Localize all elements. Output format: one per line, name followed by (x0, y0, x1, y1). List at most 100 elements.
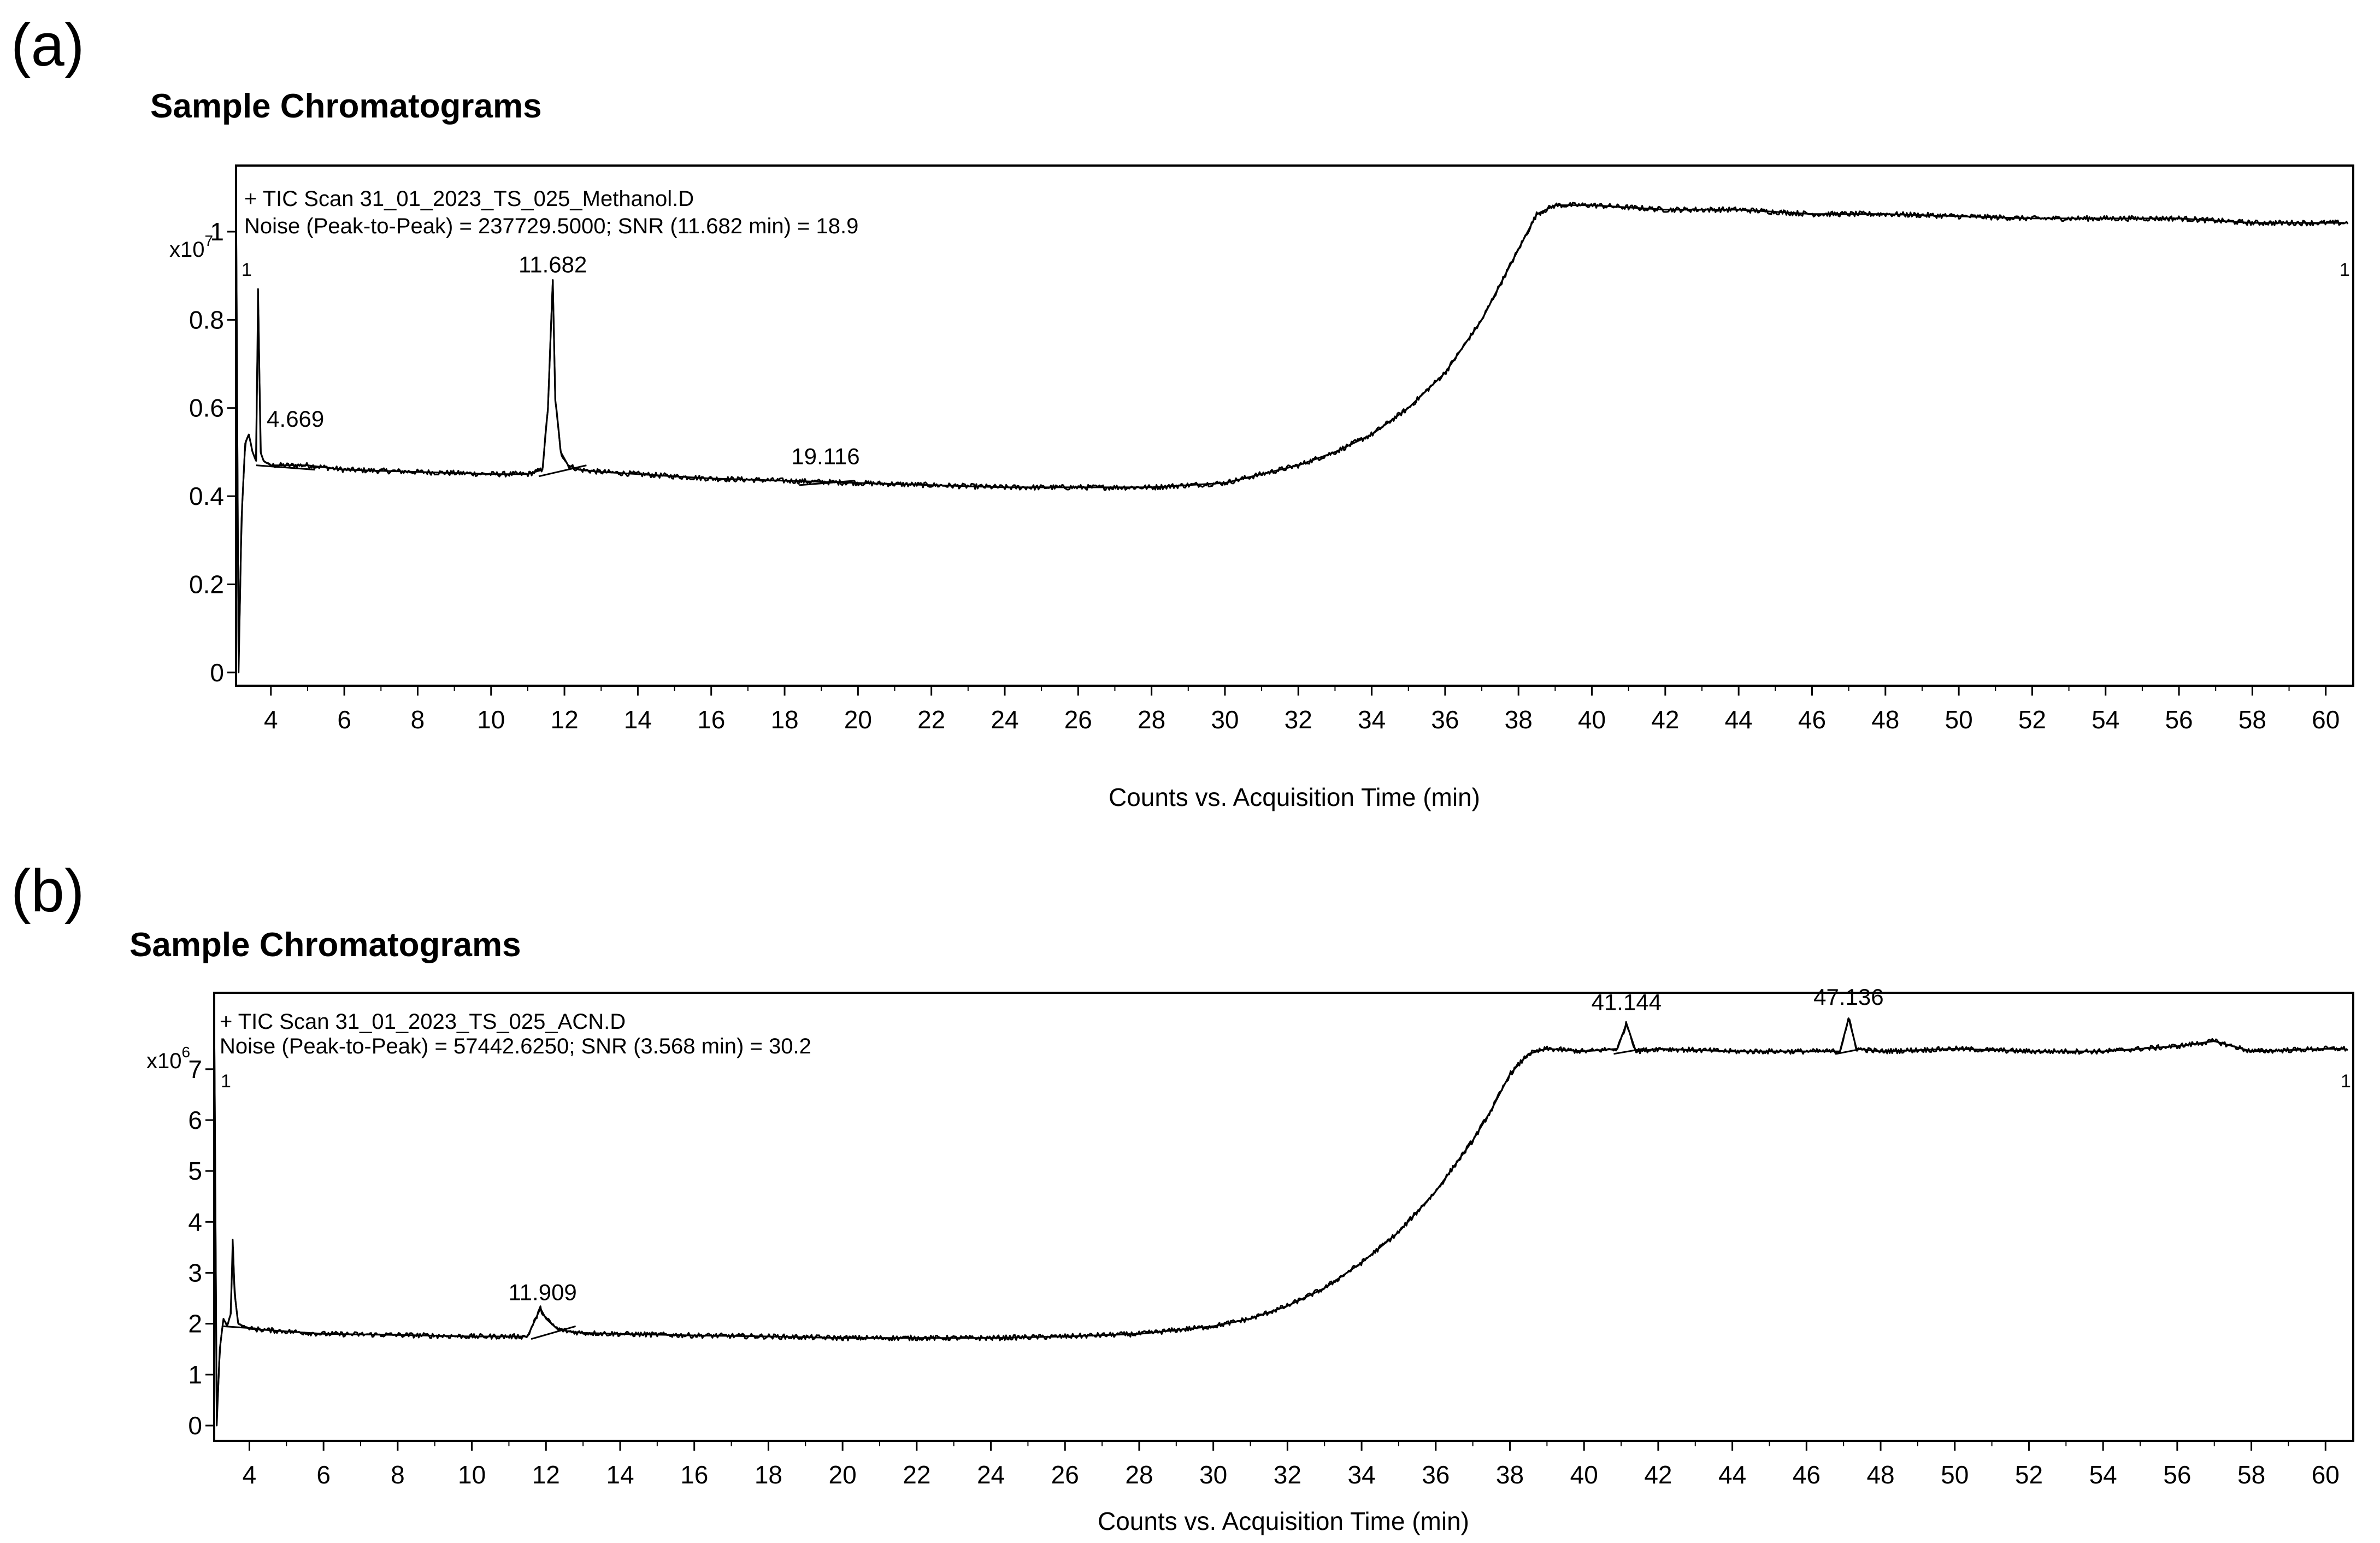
x-tick-label: 26 (1064, 705, 1092, 734)
panel-label: (b) (11, 857, 84, 924)
x-tick-label: 14 (606, 1460, 634, 1489)
y-tick-label: 0.4 (189, 482, 224, 510)
y-exponent-label: x107 (169, 232, 213, 262)
x-tick-label: 50 (1945, 705, 1973, 734)
x-tick-label: 44 (1718, 1460, 1746, 1489)
x-tick-label: 18 (755, 1460, 782, 1489)
peak-annotations: 11.909 41.144 47.136 (508, 984, 1883, 1305)
x-tick-label: 8 (391, 1460, 405, 1489)
x-tick-label: 4 (264, 705, 278, 734)
plot-frame (235, 164, 2354, 687)
x-tick-label: 4 (243, 1460, 257, 1489)
y-tick-label: 2 (188, 1310, 202, 1338)
x-tick-label: 52 (2018, 705, 2046, 734)
y-tick-label: 4 (188, 1208, 202, 1236)
y-tick-label: 1 (188, 1361, 202, 1389)
x-axis-label: Counts vs. Acquisition Time (min) (1109, 783, 1480, 811)
x-tick-label: 42 (1644, 1460, 1672, 1489)
y-axis-ticks: 0 0.2 0.4 0.6 0.8 1 (189, 217, 236, 687)
tic-trace-peaks (235, 187, 2344, 674)
x-tick-label: 20 (844, 705, 872, 734)
y-tick-label: 0.6 (189, 394, 224, 422)
noise-info: Noise (Peak-to-Peak) = 237729.5000; SNR … (244, 214, 858, 238)
section-title: Sample Chromatograms (150, 87, 542, 125)
y-tick-label: 1 (210, 217, 224, 246)
x-tick-label: 54 (2089, 1460, 2117, 1489)
plot-frame (213, 992, 2354, 1442)
x-tick-label: 22 (903, 1460, 930, 1489)
x-tick-label: 36 (1422, 1460, 1450, 1489)
x-tick-label: 42 (1651, 705, 1679, 734)
x-tick-label: 24 (977, 1460, 1005, 1489)
y-exponent-base: x10 (146, 1049, 182, 1073)
x-tick-label: 34 (1358, 705, 1386, 734)
x-tick-label: 10 (477, 705, 505, 734)
x-tick-label: 16 (680, 1460, 708, 1489)
tic-trace-peaks (213, 1003, 2344, 1427)
panel-label: (a) (11, 11, 84, 79)
x-axis-label: Counts vs. Acquisition Time (min) (1098, 1507, 1469, 1535)
x-tick-label: 56 (2165, 705, 2193, 734)
y-tick-label: 0.8 (189, 305, 224, 334)
y-tick-label: 6 (188, 1106, 202, 1134)
x-tick-label: 48 (1871, 705, 1899, 734)
peak-label: 47.136 (1813, 984, 1883, 1010)
x-tick-label: 60 (2312, 1460, 2340, 1489)
x-tick-label: 16 (697, 705, 725, 734)
x-tick-label: 56 (2163, 1460, 2191, 1489)
x-tick-label: 28 (1138, 705, 1165, 734)
x-tick-label: 26 (1051, 1460, 1079, 1489)
x-tick-label: 58 (2237, 1460, 2265, 1489)
x-tick-label: 40 (1578, 705, 1606, 734)
marker-right: 1 (2340, 260, 2350, 280)
x-tick-label: 40 (1570, 1460, 1598, 1489)
x-tick-label: 30 (1199, 1460, 1227, 1489)
peak-label: 41.144 (1592, 989, 1662, 1015)
marker-left: 1 (221, 1071, 231, 1092)
peak-label: 4.669 (267, 406, 324, 432)
x-tick-label: 14 (624, 705, 652, 734)
x-tick-label: 30 (1211, 705, 1239, 734)
peak-annotations: 4.669 11.682 19.116 (267, 252, 859, 469)
peak-label: 19.116 (791, 444, 859, 469)
x-tick-label: 22 (917, 705, 945, 734)
y-tick-label: 0.2 (189, 570, 224, 598)
x-tick-label: 32 (1274, 1460, 1301, 1489)
x-tick-label: 8 (411, 705, 425, 734)
x-tick-label: 12 (550, 705, 578, 734)
y-exponent-label: x106 (146, 1044, 190, 1073)
x-tick-label: 54 (2092, 705, 2119, 734)
x-tick-label: 18 (770, 705, 798, 734)
x-tick-label: 44 (1725, 705, 1753, 734)
x-tick-label: 52 (2015, 1460, 2043, 1489)
x-tick-label: 38 (1505, 705, 1533, 734)
x-tick-label: 38 (1496, 1460, 1524, 1489)
peak-baseline (538, 464, 587, 478)
section-title: Sample Chromatograms (129, 926, 521, 964)
y-exponent-power: 6 (182, 1044, 191, 1061)
x-tick-label: 6 (337, 705, 351, 734)
x-tick-label: 28 (1125, 1460, 1153, 1489)
marker-left: 1 (241, 260, 252, 280)
series-title: + TIC Scan 31_01_2023_TS_025_Methanol.D (244, 187, 694, 211)
x-tick-label: 20 (829, 1460, 857, 1489)
y-axis-ticks: 0 1 2 3 4 5 6 7 (188, 1055, 214, 1440)
x-tick-label: 24 (991, 705, 1018, 734)
x-tick-label: 32 (1285, 705, 1312, 734)
x-tick-label: 48 (1866, 1460, 1894, 1489)
y-exponent-power: 7 (205, 232, 214, 249)
x-tick-label: 50 (1941, 1460, 1969, 1489)
y-tick-label: 3 (188, 1259, 202, 1287)
x-axis-ticks: 4 6 8 10 12 14 16 18 20 22 24 26 28 30 32 34 36 38 40 42 44 4… (243, 1441, 2340, 1489)
panel-a: (a) Sample Chromatograms + TIC Scan 31_0… (11, 11, 2354, 811)
y-tick-label: 0 (188, 1411, 202, 1440)
x-tick-label: 34 (1347, 1460, 1375, 1489)
x-tick-label: 46 (1793, 1460, 1821, 1489)
peak-baseline (531, 1325, 576, 1340)
peak-baseline (256, 464, 315, 471)
peak-label: 11.682 (519, 252, 587, 278)
y-tick-label: 7 (188, 1055, 202, 1083)
x-tick-label: 10 (458, 1460, 486, 1489)
peak-label: 11.909 (508, 1279, 576, 1305)
